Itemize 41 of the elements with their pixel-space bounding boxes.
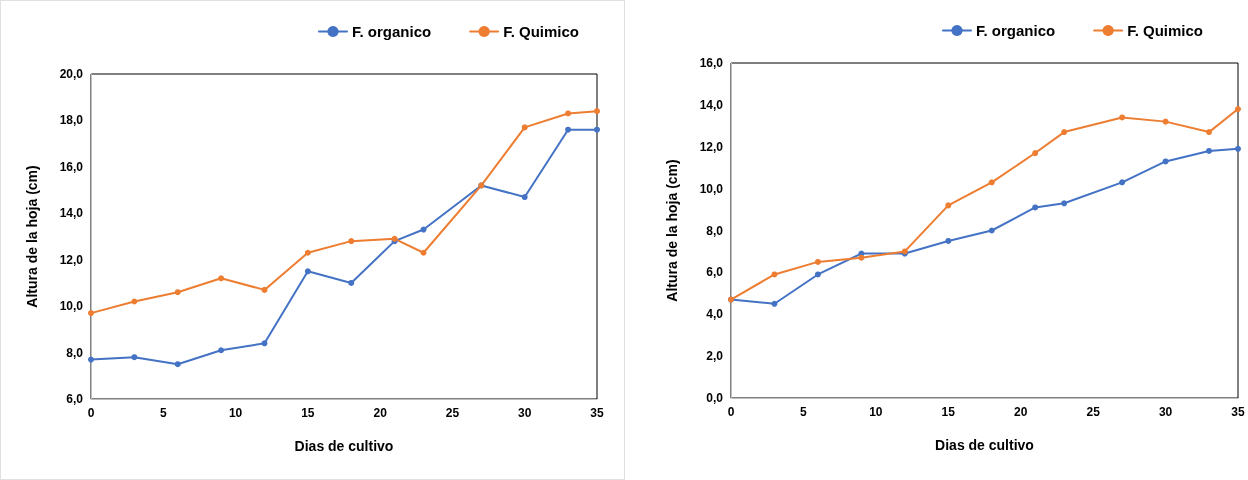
y-tick-label: 4,0 — [706, 307, 724, 322]
legend-label: F. Quimico — [1127, 22, 1203, 39]
y-tick-label: 8,0 — [706, 223, 724, 238]
x-tick-label: 15 — [941, 405, 956, 419]
x-tick-label: 30 — [1158, 405, 1173, 419]
x-tick-label: 25 — [445, 406, 460, 420]
x-tick-label: 20 — [1014, 405, 1028, 419]
x-tick-label: 20 — [373, 406, 388, 420]
x-axis-title: Dias de cultivo — [935, 437, 1034, 453]
x-tick-label: 25 — [1086, 405, 1101, 419]
x-tick-label: 10 — [228, 406, 243, 420]
x-tick-label: 5 — [800, 405, 808, 419]
y-tick-label: 12,0 — [59, 252, 84, 267]
y-tick-label: 14,0 — [59, 206, 84, 221]
x-tick-label: 15 — [301, 406, 315, 420]
x-tick-label: 35 — [590, 406, 604, 420]
y-tick-label: 6,0 — [706, 265, 724, 280]
y-tick-label: 0,0 — [706, 391, 724, 405]
x-tick-label: 0 — [727, 405, 735, 419]
y-axis-title: Altura de la hoja (cm) — [664, 159, 680, 302]
x-tick-label: 5 — [159, 406, 167, 420]
y-tick-label: 10,0 — [699, 181, 724, 196]
x-tick-label: 35 — [1231, 405, 1245, 419]
y-tick-label: 8,0 — [66, 345, 84, 360]
y-tick-label: 18,0 — [59, 113, 84, 128]
legend-label: F. organico — [351, 23, 432, 40]
y-tick-label: 16,0 — [699, 56, 724, 70]
legend-label: F. organico — [975, 22, 1056, 39]
y-tick-label: 6,0 — [66, 392, 84, 406]
x-tick-label: 30 — [518, 406, 532, 420]
y-tick-label: 2,0 — [706, 349, 724, 364]
y-tick-label: 16,0 — [59, 159, 84, 174]
y-tick-label: 10,0 — [59, 299, 84, 314]
y-axis-title: Altura de la hoja (cm) — [24, 165, 40, 308]
x-tick-label: 10 — [869, 405, 883, 419]
legend-label: F. Quimico — [503, 23, 579, 40]
y-tick-label: 20,0 — [59, 67, 84, 81]
x-axis-title: Dias de cultivo — [294, 438, 394, 454]
y-tick-label: 12,0 — [699, 139, 724, 154]
x-tick-label: 0 — [87, 406, 95, 420]
y-tick-label: 14,0 — [699, 97, 724, 112]
